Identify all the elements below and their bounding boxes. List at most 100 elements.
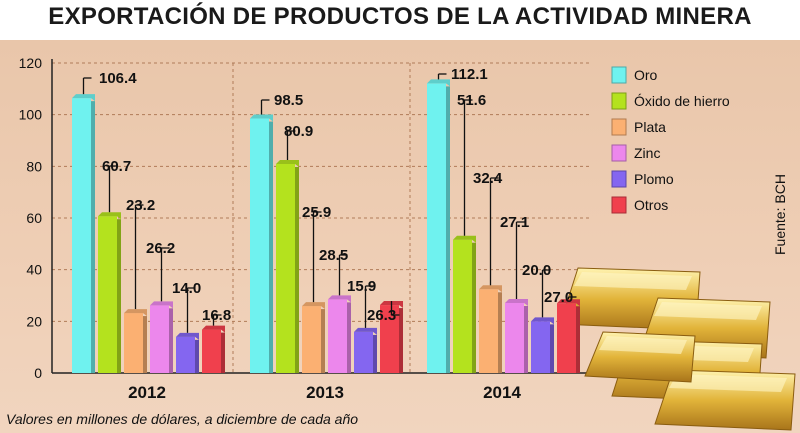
legend-label: Óxido de hierro — [634, 93, 730, 109]
bar-2013-6 — [380, 305, 399, 373]
gold-bar-highlight — [574, 272, 692, 290]
y-tick-label: 0 — [34, 365, 42, 381]
bar-top — [479, 285, 502, 293]
y-tick-label: 80 — [26, 158, 42, 174]
bar-side — [295, 167, 299, 373]
bar-2014-1 — [427, 83, 446, 374]
bar-top — [176, 332, 199, 340]
x-category-label: 2014 — [483, 383, 521, 402]
legend-label: Otros — [634, 197, 668, 213]
data-label: 98.5 — [274, 92, 303, 109]
data-label: 14.0 — [172, 280, 201, 297]
gold-bars-illustration — [559, 267, 796, 431]
y-tick-label: 20 — [26, 313, 42, 329]
bar-top — [505, 298, 528, 306]
source-label: Fuente: BCH — [772, 174, 788, 255]
bar-top — [276, 160, 299, 168]
bar-top — [98, 212, 121, 220]
bar-top — [328, 295, 351, 303]
data-label: 112.1 — [451, 66, 488, 83]
bar-side — [117, 219, 121, 373]
bar-side — [347, 302, 351, 373]
y-tick-label: 60 — [26, 210, 42, 226]
data-label: 25.9 — [302, 204, 331, 221]
x-category-label: 2013 — [306, 383, 344, 402]
gold-bar-highlight — [654, 302, 762, 320]
legend-swatch — [611, 66, 627, 84]
bar-side — [399, 308, 403, 373]
bar-side — [498, 292, 502, 373]
bar-top — [72, 94, 95, 102]
legend-swatch — [611, 144, 627, 162]
bar-top — [124, 309, 147, 317]
data-label: 27.1 — [500, 214, 529, 231]
bar-side — [550, 324, 554, 373]
y-tick-label: 120 — [19, 55, 43, 71]
legend-swatch — [611, 170, 627, 188]
bar-top — [202, 325, 225, 333]
bar-side — [269, 121, 273, 374]
data-label: 60.7 — [102, 158, 131, 175]
bar-2013-2 — [276, 164, 295, 373]
bar-top — [557, 299, 580, 307]
bar-top — [531, 317, 554, 325]
bar-2013-3 — [302, 306, 321, 373]
bar-top — [150, 301, 173, 309]
bar-top — [427, 79, 450, 87]
legend-label: Oro — [634, 67, 658, 83]
data-label: 27.0 — [544, 289, 573, 306]
bar-side — [91, 101, 95, 373]
data-label: 26.2 — [146, 240, 175, 257]
chart-title: EXPORTACIÓN DE PRODUCTOS DE LA ACTIVIDAD… — [48, 3, 752, 30]
bar-2012-5 — [176, 336, 195, 373]
bar-side — [472, 242, 476, 373]
legend-swatch — [611, 92, 627, 110]
legend-label: Zinc — [634, 145, 660, 161]
bar-chart: 0 20 40 60 80 100 120 106.4 60.7 23.2 26.2 14.016.8… — [19, 55, 796, 431]
bar-2014-5 — [531, 321, 550, 373]
bar-2014-4 — [505, 302, 524, 373]
bar-2012-1 — [72, 98, 91, 373]
units-note: Valores en millones de dólares, a diciem… — [6, 411, 359, 427]
data-label: 28.5 — [319, 247, 348, 264]
bar-top — [302, 302, 325, 310]
bar-2014-6 — [557, 303, 576, 373]
bar-2012-2 — [98, 216, 117, 373]
y-tick-label: 100 — [19, 107, 43, 123]
bar-side — [373, 334, 377, 373]
bar-side — [221, 332, 225, 373]
bar-side — [524, 305, 528, 373]
bar-top — [354, 327, 377, 335]
gold-bar-highlight — [669, 374, 787, 392]
data-label: 106.4 — [99, 70, 137, 87]
data-label: 80.9 — [284, 123, 313, 140]
gold-bar-highlight — [599, 336, 687, 354]
data-label: 15.9 — [347, 278, 376, 295]
bar-side — [321, 309, 325, 373]
data-label: 16.8 — [202, 307, 231, 324]
y-tick-label: 40 — [26, 262, 42, 278]
data-label: 26.3 — [367, 307, 396, 324]
bar-side — [143, 316, 147, 373]
bar-2013-1 — [250, 118, 269, 374]
chart-panel: 0 20 40 60 80 100 120 106.4 60.7 23.2 26.2 14.0 16.8… — [0, 40, 800, 433]
bar-2013-4 — [328, 299, 347, 373]
bar-2012-3 — [124, 313, 143, 373]
data-label: 32.4 — [473, 170, 503, 187]
bar-side — [446, 86, 450, 374]
data-label: 23.2 — [126, 197, 155, 214]
legend-swatch — [611, 196, 627, 214]
x-category-label: 2012 — [128, 383, 166, 402]
bar-2012-6 — [202, 329, 221, 373]
data-label: 20.0 — [522, 262, 551, 279]
bar-side — [169, 308, 173, 373]
bar-top — [250, 114, 273, 122]
bar-2013-5 — [354, 331, 373, 373]
legend-label: Plata — [634, 119, 666, 135]
data-label: 51.6 — [457, 92, 486, 109]
bar-top — [453, 235, 476, 243]
bar-side — [576, 306, 580, 373]
legend-swatch — [611, 118, 627, 136]
legend-label: Plomo — [634, 171, 674, 187]
bar-2012-4 — [150, 305, 169, 373]
